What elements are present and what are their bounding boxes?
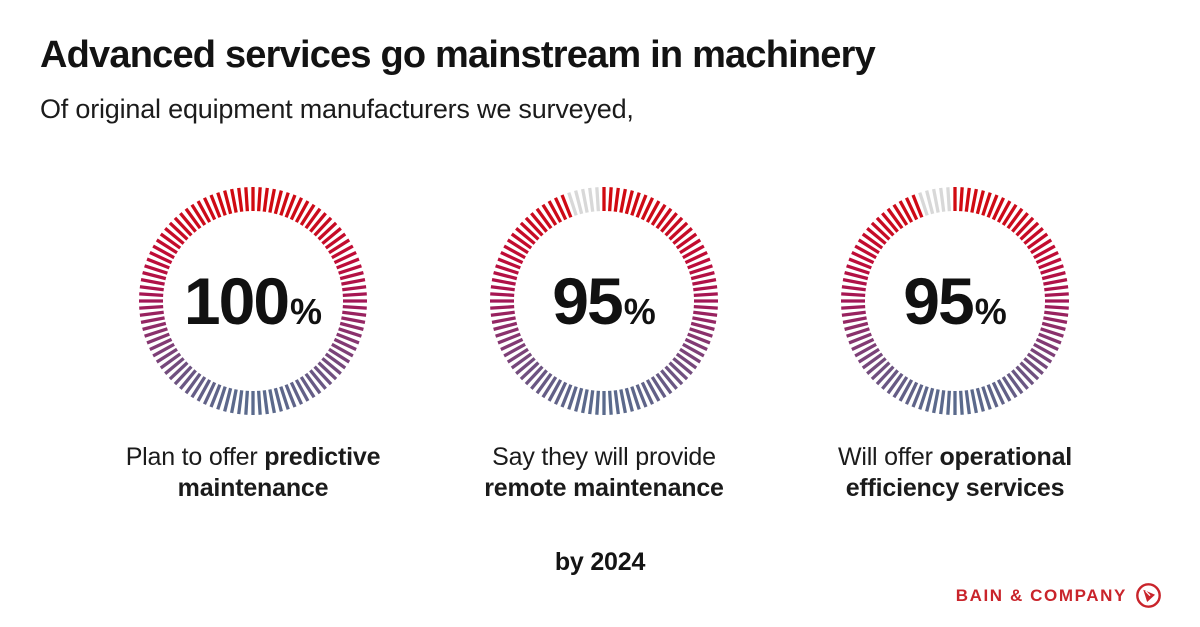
- gauge-value: 95 %: [488, 185, 720, 417]
- gauge-value-number: 100: [183, 264, 290, 338]
- percent-sign: %: [290, 291, 323, 332]
- radial-tick-ring: [490, 187, 718, 415]
- gauge-caption: Plan to offer predictive maintenance: [125, 443, 381, 502]
- percent-sign: %: [623, 291, 656, 332]
- gauge-predictive-maintenance: 100 % Plan to offer predictive maintenanc…: [83, 185, 423, 504]
- gauge-caption: Will offer operational efficiency service…: [837, 443, 1073, 502]
- footnote-by-2024: by 2024: [554, 548, 646, 576]
- bain-compass-icon: [1136, 583, 1161, 608]
- radial-tick-ring: [841, 187, 1069, 415]
- gauge-value: 95 %: [839, 185, 1071, 417]
- gauge-remote-maintenance: 95 % Say they will provide remote mainten…: [434, 185, 774, 504]
- gauge-value: 100 %: [137, 185, 369, 417]
- brand-name: BAIN & COMPANY: [955, 585, 1127, 605]
- gauge-operational-efficiency: 95 % Will offer operational efficiency se…: [785, 185, 1125, 504]
- gauge-caption: Say they will provide remote maintenance: [484, 443, 724, 502]
- gauge-value-number: 95: [552, 264, 623, 338]
- gauge-value-number: 95: [903, 264, 974, 338]
- page-subtitle: Of original equipment manufacturers we s…: [40, 94, 634, 124]
- gauge-ring-wrap: 95 %: [488, 185, 720, 417]
- gauge-ring-wrap: 95 %: [839, 185, 1071, 417]
- page-title: Advanced services go mainstream in machi…: [40, 34, 876, 76]
- brand-logo: BAIN & COMPANY: [956, 582, 1162, 609]
- gauge-ring-wrap: 100 %: [137, 185, 369, 417]
- percent-sign: %: [974, 291, 1007, 332]
- radial-tick-ring: [139, 187, 367, 415]
